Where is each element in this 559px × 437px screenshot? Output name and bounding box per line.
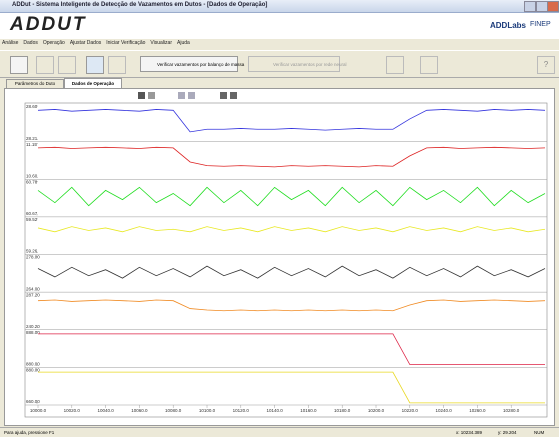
x-tick-label: 10100.0 bbox=[199, 408, 216, 413]
toolbar-button[interactable] bbox=[86, 56, 104, 74]
trace bbox=[37, 109, 546, 133]
x-tick-label: 10080.0 bbox=[165, 408, 182, 413]
chart-tool[interactable] bbox=[178, 92, 185, 99]
title-bar: ADDut - Sistema Inteligente de Detecção … bbox=[0, 0, 559, 13]
status-bar: Para ajuda, pressione F1 x: 10234.389 y:… bbox=[0, 427, 559, 437]
x-tick-label: 10200.0 bbox=[368, 408, 385, 413]
toolbar-button[interactable] bbox=[36, 56, 54, 74]
x-tick-label: 10040.0 bbox=[97, 408, 114, 413]
menu-item[interactable]: Ajustar Dados bbox=[69, 40, 102, 46]
tab-label: Dados de Operação bbox=[71, 81, 115, 86]
trace bbox=[37, 299, 546, 312]
tab[interactable]: Parâmetros do Duto bbox=[6, 79, 64, 88]
x-tick-label: 10280.0 bbox=[503, 408, 520, 413]
toolbar-button[interactable] bbox=[386, 56, 404, 74]
y-tick-label: 880.00 bbox=[26, 362, 40, 367]
chart-tool[interactable] bbox=[138, 92, 145, 99]
plot-frame bbox=[24, 102, 548, 418]
menu-item[interactable]: Análise bbox=[2, 40, 19, 46]
help-button[interactable]: ? bbox=[537, 56, 555, 74]
menu-item[interactable]: Ajuda bbox=[177, 40, 190, 46]
chart-tool[interactable] bbox=[188, 92, 195, 99]
y-tick-label: 59.26 bbox=[26, 249, 38, 254]
x-tick-label: 10140.0 bbox=[266, 408, 283, 413]
trace bbox=[38, 333, 545, 365]
x-tick-label: 10020.0 bbox=[64, 408, 81, 413]
x-tick-label: 10220.0 bbox=[402, 408, 419, 413]
y-tick-label: 880.00 bbox=[26, 368, 40, 373]
y-tick-label: 888.00 bbox=[26, 330, 40, 335]
y-tick-label: 660.00 bbox=[26, 399, 40, 404]
x-tick-label: 10060.0 bbox=[131, 408, 148, 413]
y-tick-label: 240.20 bbox=[26, 324, 40, 329]
toolbar-button[interactable] bbox=[108, 56, 126, 74]
menu-item[interactable]: Operação bbox=[42, 40, 65, 46]
status-num: NUM bbox=[534, 430, 545, 435]
x-tick-label: 10260.0 bbox=[469, 408, 486, 413]
toolbar: Verificar vazamentos por balanço de mass… bbox=[0, 50, 559, 78]
y-tick-label: 11.15 bbox=[26, 142, 37, 147]
x-tick-label: 10120.0 bbox=[233, 408, 250, 413]
toolbar-button[interactable] bbox=[10, 56, 28, 74]
window-title: ADDut - Sistema Inteligente de Detecção … bbox=[12, 2, 268, 8]
y-tick-label: 10.60 bbox=[26, 173, 38, 178]
minimize-button[interactable] bbox=[524, 1, 536, 12]
x-tick-label: 10240.0 bbox=[435, 408, 452, 413]
y-tick-label: 28.21 bbox=[26, 136, 38, 141]
x-tick-label: 10180.0 bbox=[334, 408, 351, 413]
neural-net-button[interactable]: Verificar vazamentos por rede neural bbox=[248, 56, 347, 72]
toolbar-button[interactable] bbox=[420, 56, 438, 74]
tab-active[interactable]: Dados de Operação bbox=[64, 78, 122, 88]
tab-panel bbox=[4, 88, 555, 426]
y-tick-label: 60.67 bbox=[26, 211, 38, 216]
y-tick-label: 264.00 bbox=[26, 286, 40, 291]
app-logo: ADDUT bbox=[10, 14, 87, 35]
y-tick-label: 28.60 bbox=[26, 104, 38, 109]
menu-item[interactable]: Dados bbox=[23, 40, 38, 46]
button-label: Verificar vazamentos por rede neural bbox=[273, 62, 347, 67]
y-tick-label: 287.20 bbox=[26, 292, 40, 297]
button-label: Verificar vazamentos por balanço de mass… bbox=[157, 62, 245, 67]
menu-item[interactable]: Visualizar bbox=[150, 40, 173, 46]
sponsor-logo: FINEP bbox=[530, 21, 551, 28]
trace bbox=[37, 226, 546, 233]
y-tick-label: 60.78 bbox=[26, 179, 38, 184]
x-tick-label: 10000.0 bbox=[30, 408, 47, 413]
chart-tool[interactable] bbox=[148, 92, 155, 99]
status-help: Para ajuda, pressione F1 bbox=[4, 430, 55, 435]
trace bbox=[37, 146, 546, 168]
y-tick-label: 278.00 bbox=[26, 255, 40, 260]
status-x: x: 10234.389 bbox=[456, 430, 483, 435]
x-tick-label: 10160.0 bbox=[300, 408, 317, 413]
chart-tool[interactable] bbox=[220, 92, 227, 99]
menu-bar: Análise Dados Operação Ajustar Dados Iniciar… bbox=[2, 40, 190, 48]
tab-label: Parâmetros do Duto bbox=[14, 81, 56, 86]
toolbar-button[interactable] bbox=[58, 56, 76, 74]
trace bbox=[37, 186, 546, 207]
menu-item[interactable]: Iniciar Verificação bbox=[106, 40, 146, 46]
trace bbox=[38, 371, 545, 404]
trace bbox=[37, 265, 546, 279]
status-y: y: 29.204 bbox=[498, 430, 517, 435]
mass-balance-button[interactable]: Verificar vazamentos por balanço de mass… bbox=[140, 56, 244, 72]
lab-logo: ADDLabs bbox=[490, 21, 527, 30]
chart-tool[interactable] bbox=[230, 92, 237, 99]
y-tick-label: 59.52 bbox=[26, 217, 38, 222]
logo-bar: ADDUT ADDLabs FINEP bbox=[0, 13, 559, 39]
